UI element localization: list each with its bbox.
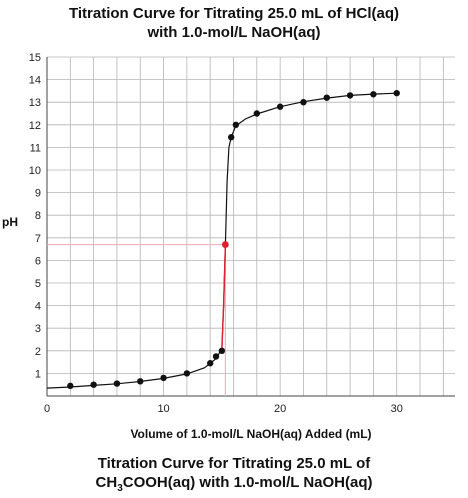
caption-line2-subscript: 3 bbox=[117, 483, 123, 494]
y-tick-label: 5 bbox=[35, 278, 41, 290]
y-tick-label: 6 bbox=[35, 255, 41, 267]
data-point bbox=[207, 360, 214, 367]
data-point bbox=[276, 103, 284, 110]
y-tick-label: 15 bbox=[29, 52, 41, 64]
data-point bbox=[90, 381, 97, 388]
y-tick-label: 13 bbox=[29, 97, 41, 109]
data-point bbox=[212, 353, 220, 360]
figure-caption: Titration Curve for Titrating 25.0 mL of… bbox=[0, 454, 468, 498]
axes bbox=[46, 57, 455, 397]
chart-title: Titration Curve for Titrating 25.0 mL of… bbox=[0, 4, 468, 42]
chart-title-line2: with 1.0-mol/L NaOH(aq) bbox=[147, 24, 321, 41]
data-point bbox=[137, 378, 144, 385]
data-point bbox=[232, 121, 240, 128]
y-tick-label: 14 bbox=[29, 75, 41, 87]
data-point bbox=[253, 110, 261, 117]
data-point bbox=[67, 382, 74, 390]
equivalence-point bbox=[221, 241, 229, 248]
titration-curve bbox=[46, 92, 397, 389]
data-point bbox=[218, 347, 226, 354]
data-point bbox=[346, 92, 354, 99]
y-tick-label: 4 bbox=[35, 301, 41, 313]
data-point bbox=[323, 94, 330, 101]
chart-title-line1: Titration Curve for Titrating 25.0 mL of… bbox=[68, 5, 400, 22]
caption-line2-prefix: CH bbox=[95, 474, 118, 491]
y-tick-label: 7 bbox=[35, 233, 41, 245]
y-tick-label: 9 bbox=[35, 188, 41, 200]
data-point bbox=[393, 89, 400, 97]
grid bbox=[47, 56, 455, 396]
x-tick-label: 30 bbox=[391, 403, 403, 415]
caption-line2-suffix: COOH(aq) with 1.0-mol/L NaOH(aq) bbox=[122, 474, 373, 491]
x-axis-title: Volume of 1.0-mol/L NaOH(aq) Added (mL) bbox=[130, 427, 371, 441]
data-point bbox=[160, 374, 167, 382]
x-tick-label: 10 bbox=[157, 403, 169, 415]
curve-layer bbox=[46, 92, 397, 389]
data-point bbox=[227, 134, 235, 141]
y-tick-label: 12 bbox=[29, 120, 41, 132]
y-tick-label: 2 bbox=[35, 346, 41, 358]
y-tick-label: 8 bbox=[35, 210, 41, 222]
data-point bbox=[370, 91, 377, 98]
x-tick-label: 20 bbox=[274, 403, 286, 415]
data-point bbox=[300, 99, 307, 106]
caption-line1: Titration Curve for Titrating 25.0 mL of bbox=[97, 455, 371, 472]
data-point bbox=[113, 380, 121, 387]
data-point bbox=[183, 370, 191, 377]
y-tick-label: 11 bbox=[30, 142, 41, 154]
caption-line2: CH3COOH(aq) with 1.0-mol/L NaOH(aq) bbox=[0, 473, 468, 498]
y-tick-label: 3 bbox=[35, 323, 41, 335]
y-tick-label: 1 bbox=[35, 368, 41, 380]
equivalence-curve-segment bbox=[221, 244, 227, 349]
y-axis-title: pH bbox=[2, 215, 18, 229]
x-tick-label: 0 bbox=[44, 403, 50, 415]
y-tick-label: 10 bbox=[29, 165, 41, 177]
points-layer bbox=[67, 89, 400, 390]
